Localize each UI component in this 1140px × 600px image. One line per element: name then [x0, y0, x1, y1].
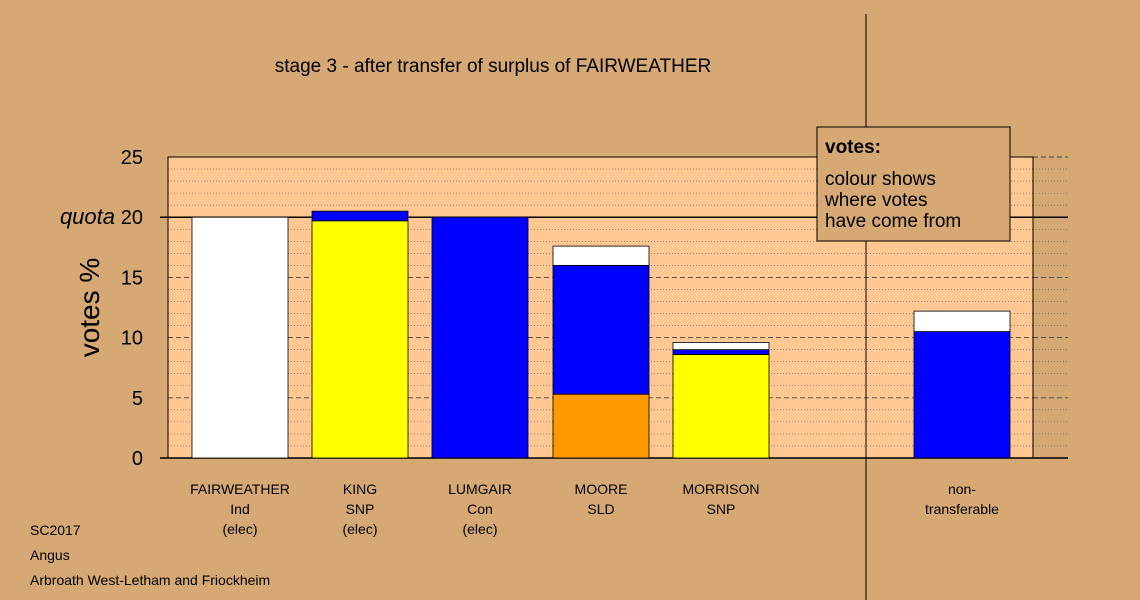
category-label: non- [948, 481, 976, 497]
category-label: (elec) [462, 521, 497, 537]
y-tick-label: 10 [121, 328, 143, 350]
bar-segment [672, 354, 770, 459]
category-label: (elec) [342, 521, 377, 537]
category-label: MOORE [575, 481, 628, 497]
bar-segment [913, 331, 1011, 459]
category-label: MORRISON [683, 481, 760, 497]
y-axis-label: votes % [74, 258, 105, 358]
category-label: SLD [587, 501, 614, 517]
bar-segment [311, 210, 409, 222]
footer-line-3: Arbroath West-Letham and Friockheim [30, 572, 271, 588]
chart-title: stage 3 - after transfer of surplus of F… [275, 56, 711, 77]
bar-segment [431, 216, 529, 459]
category-label: KING [343, 481, 377, 497]
category-label: Ind [230, 501, 249, 517]
category-label: SNP [346, 501, 375, 517]
y-tick-label: 15 [121, 267, 143, 289]
category-label: (elec) [222, 521, 257, 537]
y-tick-label: 20 [121, 207, 143, 229]
y-tick-label: 25 [121, 147, 143, 169]
bar-segment [672, 342, 770, 351]
bar-segment [552, 393, 650, 459]
legend-text: colour shows [825, 169, 936, 190]
bar-segment [672, 349, 770, 355]
bar-segment [913, 310, 1011, 332]
legend-title: votes: [825, 137, 881, 158]
bar-segment [552, 264, 650, 395]
bar-segment [552, 245, 650, 266]
legend-box [816, 126, 1011, 242]
footer-line-1: SC2017 [30, 522, 81, 538]
footer-line-2: Angus [30, 547, 70, 563]
legend-text: where votes [824, 190, 927, 211]
category-label: FAIRWEATHER [190, 481, 290, 497]
category-label: LUMGAIR [448, 481, 512, 497]
legend-text: have come from [825, 211, 961, 232]
y-tick-label: 5 [132, 388, 143, 410]
bar-segment [191, 216, 289, 459]
bar-segment [311, 220, 409, 459]
category-label: Con [467, 501, 493, 517]
category-label: transferable [925, 501, 999, 517]
category-label: SNP [707, 501, 736, 517]
y-tick-label: 0 [132, 448, 143, 470]
quota-label: quota [60, 204, 115, 229]
plot-border [167, 156, 1034, 458]
